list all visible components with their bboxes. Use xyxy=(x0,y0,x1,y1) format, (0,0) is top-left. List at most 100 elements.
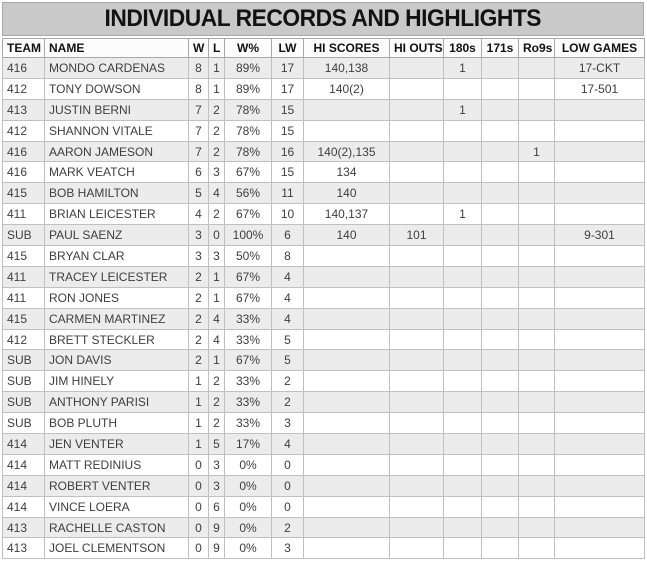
cell-ro9s xyxy=(518,453,555,476)
cell-l: 2 xyxy=(208,119,225,142)
column-header-low_games: LOW GAMES xyxy=(554,38,645,58)
table-row: 414 VINCE LOERA 0 6 0% 0 xyxy=(2,495,645,518)
cell-low_games xyxy=(554,412,645,435)
cell-ro9s xyxy=(518,495,555,518)
table-row: 413 RACHELLE CASTON 0 9 0% 2 xyxy=(2,516,645,539)
cell-name: MATT REDINIUS xyxy=(44,453,189,476)
cell-hi_scores: 140 xyxy=(303,182,390,205)
cell-ro9s xyxy=(518,286,555,309)
cell-team: 412 xyxy=(2,119,45,142)
cell-s171 xyxy=(481,495,519,518)
cell-hi_outs xyxy=(389,516,444,539)
cell-l: 3 xyxy=(208,245,225,267)
cell-s171 xyxy=(481,98,519,121)
cell-hi_scores xyxy=(303,349,390,372)
cell-lw: 4 xyxy=(271,433,304,455)
cell-hi_outs xyxy=(389,391,444,414)
cell-w: 6 xyxy=(188,161,209,184)
table-row: 415 BOB HAMILTON 5 4 56% 11 140 xyxy=(2,182,645,205)
cell-team: 411 xyxy=(2,203,45,226)
cell-s171 xyxy=(481,245,519,267)
column-header-lw: LW xyxy=(271,38,304,58)
cell-wpct: 56% xyxy=(224,182,272,205)
cell-w: 5 xyxy=(188,182,209,205)
cell-low_games: 9-301 xyxy=(554,224,645,247)
cell-ro9s xyxy=(518,77,555,100)
cell-name: JON DAVIS xyxy=(44,349,189,372)
cell-low_games xyxy=(554,203,645,226)
cell-ro9s xyxy=(518,328,555,351)
cell-hi_outs xyxy=(389,140,444,163)
cell-s180 xyxy=(443,265,482,288)
cell-s171 xyxy=(481,433,519,455)
cell-s180 xyxy=(443,307,482,330)
cell-lw: 15 xyxy=(271,161,304,184)
cell-s171 xyxy=(481,286,519,309)
cell-wpct: 0% xyxy=(224,516,272,539)
cell-w: 0 xyxy=(188,453,209,476)
cell-ro9s xyxy=(518,516,555,539)
cell-wpct: 89% xyxy=(224,77,272,100)
cell-low_games xyxy=(554,182,645,205)
cell-name: BRIAN LEICESTER xyxy=(44,203,189,226)
cell-s180 xyxy=(443,391,482,414)
cell-hi_scores: 134 xyxy=(303,161,390,184)
cell-ro9s xyxy=(518,391,555,414)
cell-l: 6 xyxy=(208,495,225,518)
cell-name: TONY DOWSON xyxy=(44,77,189,100)
cell-lw: 6 xyxy=(271,224,304,247)
cell-low_games xyxy=(554,307,645,330)
cell-l: 3 xyxy=(208,161,225,184)
cell-hi_scores xyxy=(303,391,390,414)
cell-s171 xyxy=(481,349,519,372)
cell-ro9s xyxy=(518,412,555,435)
cell-team: 416 xyxy=(2,161,45,184)
cell-low_games xyxy=(554,328,645,351)
cell-name: JUSTIN BERNI xyxy=(44,98,189,121)
cell-hi_scores xyxy=(303,495,390,518)
cell-s171 xyxy=(481,77,519,100)
cell-low_games xyxy=(554,161,645,184)
table-row: SUB JIM HINELY 1 2 33% 2 xyxy=(2,370,645,393)
cell-hi_outs xyxy=(389,453,444,476)
cell-name: VINCE LOERA xyxy=(44,495,189,518)
column-header-s171: 171s xyxy=(481,38,519,58)
cell-lw: 4 xyxy=(271,265,304,288)
table-row: 415 CARMEN MARTINEZ 2 4 33% 4 xyxy=(2,307,645,330)
table-row: 415 BRYAN CLAR 3 3 50% 8 xyxy=(2,245,645,267)
cell-l: 1 xyxy=(208,57,225,79)
cell-l: 1 xyxy=(208,286,225,309)
cell-hi_outs xyxy=(389,537,444,560)
cell-s180 xyxy=(443,286,482,309)
cell-team: 416 xyxy=(2,140,45,163)
cell-l: 0 xyxy=(208,224,225,247)
cell-s180 xyxy=(443,433,482,455)
cell-hi_outs xyxy=(389,77,444,100)
cell-s180 xyxy=(443,182,482,205)
cell-s180: 1 xyxy=(443,98,482,121)
cell-low_games: 17-501 xyxy=(554,77,645,100)
cell-w: 8 xyxy=(188,57,209,79)
cell-lw: 3 xyxy=(271,537,304,560)
cell-wpct: 67% xyxy=(224,203,272,226)
cell-s180 xyxy=(443,495,482,518)
cell-s171 xyxy=(481,537,519,560)
cell-name: MONDO CARDENAS xyxy=(44,57,189,79)
cell-w: 0 xyxy=(188,495,209,518)
cell-hi_outs xyxy=(389,119,444,142)
cell-s180 xyxy=(443,349,482,372)
cell-lw: 5 xyxy=(271,328,304,351)
cell-w: 8 xyxy=(188,77,209,100)
table-row: 414 JEN VENTER 1 5 17% 4 xyxy=(2,433,645,455)
cell-wpct: 89% xyxy=(224,57,272,79)
cell-low_games xyxy=(554,495,645,518)
table-row: 411 TRACEY LEICESTER 2 1 67% 4 xyxy=(2,265,645,288)
cell-w: 2 xyxy=(188,328,209,351)
cell-l: 4 xyxy=(208,182,225,205)
cell-w: 7 xyxy=(188,98,209,121)
cell-lw: 15 xyxy=(271,98,304,121)
cell-l: 2 xyxy=(208,140,225,163)
cell-s171 xyxy=(481,140,519,163)
cell-s171 xyxy=(481,307,519,330)
cell-low_games xyxy=(554,537,645,560)
